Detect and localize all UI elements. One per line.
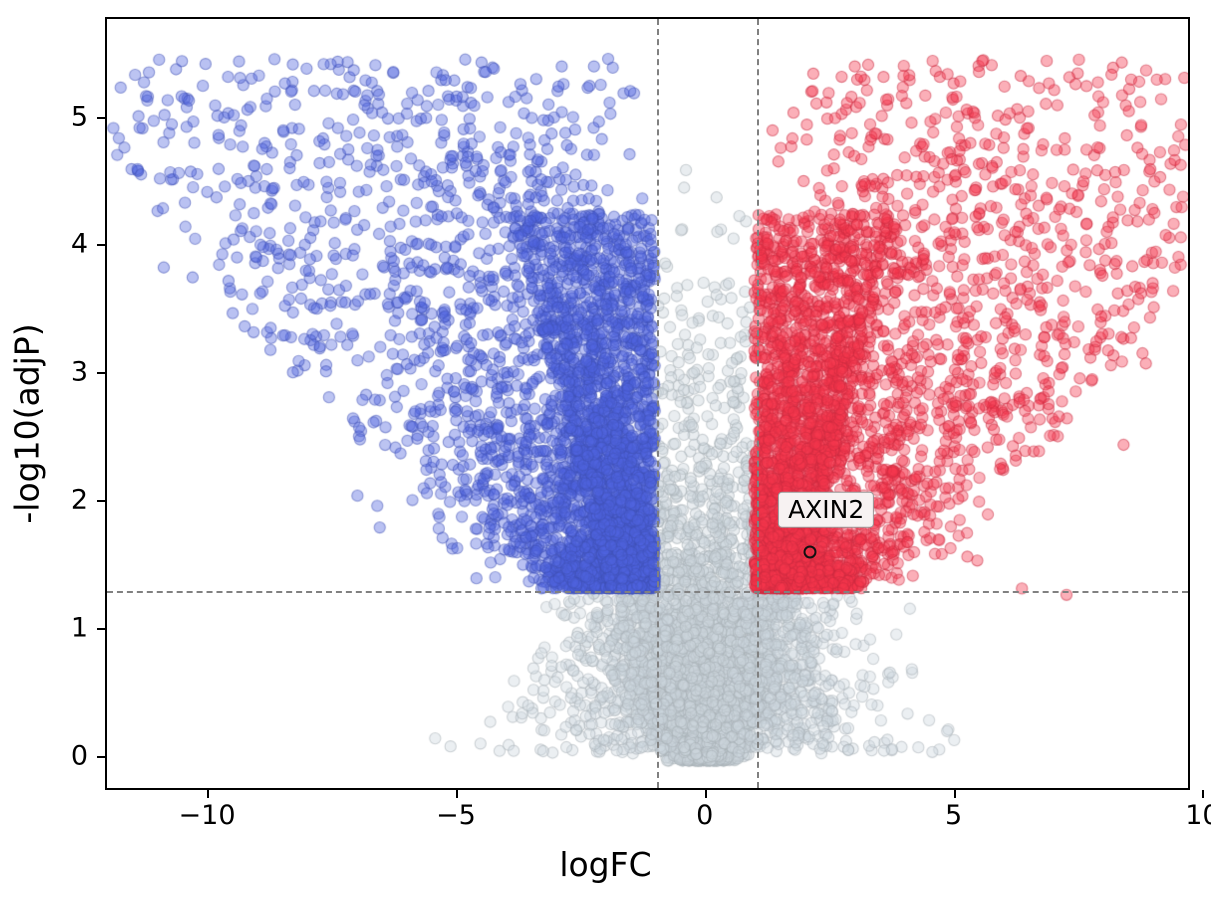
y-tick-label: 1 xyxy=(70,612,88,644)
x-tick-label: 5 xyxy=(944,800,963,831)
plot-area: AXIN2 xyxy=(105,17,1190,790)
y-tick-label: 3 xyxy=(70,356,88,388)
x-tick-mark xyxy=(953,790,956,798)
x-tick-mark xyxy=(207,790,210,798)
x-tick-label: −10 xyxy=(178,800,236,831)
y-tick-label: 2 xyxy=(70,484,88,516)
y-tick-label: 4 xyxy=(70,228,88,260)
y-tick-mark xyxy=(97,755,105,758)
gene-marker-axin2[interactable] xyxy=(803,545,817,559)
x-tick-label: 0 xyxy=(696,800,714,831)
y-tick-label: 0 xyxy=(70,740,88,771)
x-tick-label: 10 xyxy=(1185,800,1211,831)
y-tick-mark xyxy=(97,627,105,630)
x-tick-mark xyxy=(1202,790,1205,798)
scatter-point-layer xyxy=(107,19,1188,788)
x-tick-mark xyxy=(455,790,458,798)
y-tick-mark xyxy=(97,116,105,119)
y-tick-mark xyxy=(97,372,105,375)
x-tick-mark xyxy=(704,790,707,798)
gene-label-axin2[interactable]: AXIN2 xyxy=(778,491,875,528)
y-axis-title: -log10(adjP) xyxy=(7,323,47,524)
x-tick-label: −5 xyxy=(435,800,476,831)
y-tick-label: 5 xyxy=(70,101,88,133)
y-tick-mark xyxy=(97,244,105,247)
y-tick-mark xyxy=(97,499,105,502)
x-axis-title: logFC xyxy=(559,845,652,884)
